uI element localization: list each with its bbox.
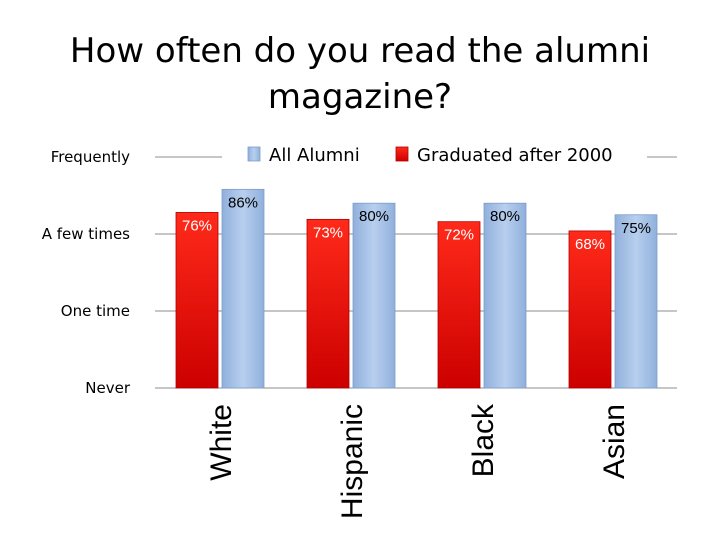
- data-label: 86%: [228, 194, 258, 211]
- data-label: 75%: [621, 220, 651, 237]
- x-tick-label: Hispanic: [336, 404, 369, 519]
- x-tick-label: Black: [467, 403, 500, 477]
- x-axis: White Hispanic Black Asian: [205, 403, 631, 519]
- bar: [437, 221, 481, 389]
- bar: [175, 212, 219, 389]
- legend-swatch: [247, 146, 261, 162]
- y-tick-label: One time: [61, 302, 130, 320]
- data-label: 80%: [359, 208, 389, 225]
- data-label: 72%: [444, 227, 474, 244]
- data-label: 73%: [313, 224, 343, 241]
- y-tick-label: Never: [85, 379, 131, 397]
- bar: [221, 188, 265, 389]
- bar: [568, 230, 612, 389]
- chart-title: How often do you read the alumni magazin…: [60, 28, 660, 120]
- bar: [352, 202, 396, 389]
- y-axis: Never One time A few times Frequently: [42, 148, 131, 397]
- bar: [614, 214, 658, 389]
- y-tick-label: A few times: [42, 225, 130, 243]
- chart-title-line-2: magazine?: [267, 77, 453, 117]
- legend-label: Graduated after 2000: [417, 145, 613, 166]
- data-label: 68%: [575, 236, 605, 253]
- data-label: 76%: [182, 217, 212, 234]
- bar: [306, 218, 350, 389]
- x-tick-label: Asian: [598, 404, 631, 479]
- chart-title-line-1: How often do you read the alumni: [69, 31, 651, 71]
- legend-swatch: [395, 146, 409, 162]
- y-tick-label: Frequently: [51, 148, 130, 166]
- legend-label: All Alumni: [269, 145, 360, 166]
- data-label: 80%: [490, 208, 520, 225]
- bars: 76% 86% 73% 80% 72% 80% 68% 75%: [175, 188, 658, 389]
- x-tick-label: White: [205, 404, 238, 481]
- legend: All Alumni Graduated after 2000: [247, 145, 613, 166]
- bar: [483, 202, 527, 389]
